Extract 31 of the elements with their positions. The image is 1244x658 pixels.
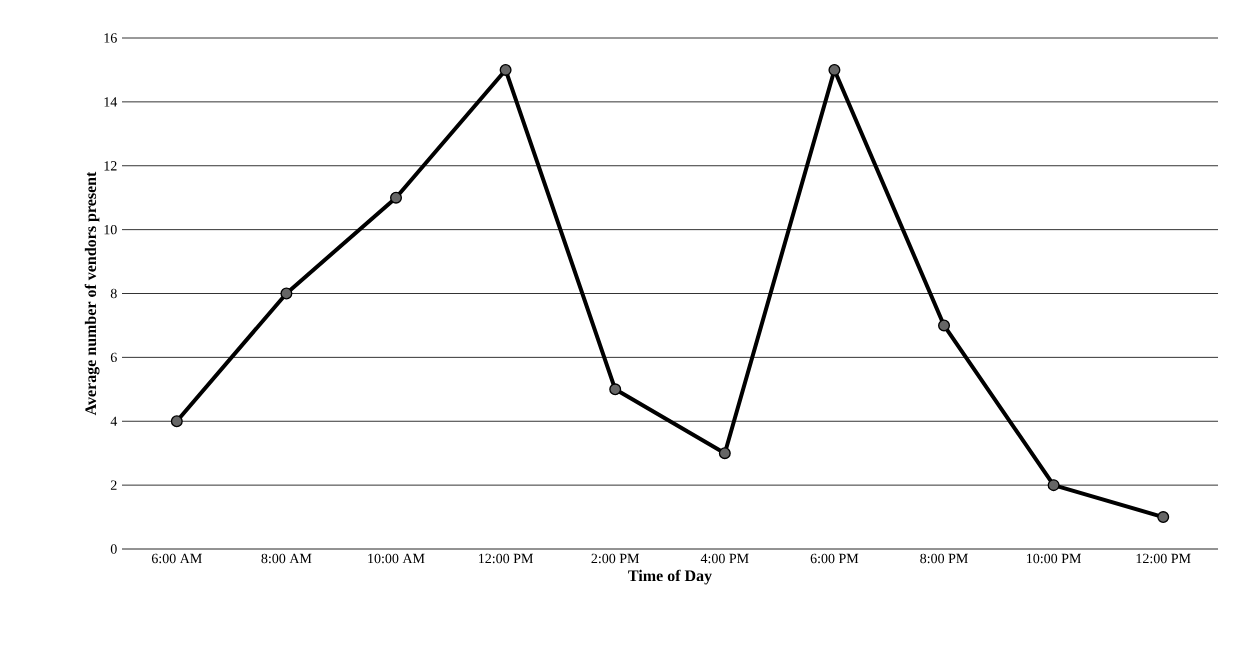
- x-tick-label: 10:00 AM: [368, 553, 425, 564]
- x-tick-label: 10:00 PM: [1027, 553, 1082, 564]
- y-tick-label: 10: [104, 224, 117, 235]
- y-tick-label: 4: [110, 416, 118, 426]
- y-tick-label: 16: [104, 33, 117, 43]
- point: [609, 383, 622, 396]
- x-tick-label: 8:00 AM: [261, 553, 312, 564]
- point: [718, 447, 731, 460]
- y-axis-title: Average number of vendors present: [84, 171, 100, 416]
- point: [828, 63, 841, 76]
- x-tick-label: 12:00 PM: [479, 553, 533, 564]
- point: [390, 191, 403, 204]
- x-tick-label: 12:00 PM: [1136, 553, 1191, 564]
- y-tick-label: 8: [110, 288, 117, 299]
- y-tick-label: 12: [104, 161, 117, 171]
- point: [1157, 511, 1170, 524]
- point: [280, 287, 293, 300]
- point: [499, 63, 512, 76]
- x-tick-label: 6:00 AM: [151, 553, 202, 564]
- x-tick-label: 4:00 PM: [700, 553, 749, 564]
- x-axis-title: Time of Day: [628, 569, 712, 585]
- y-tick-label: 6: [110, 352, 117, 363]
- y-tick-label: 0: [110, 544, 117, 554]
- point: [1047, 479, 1060, 492]
- x-tick-label: 6:00 PM: [810, 553, 859, 564]
- point: [170, 415, 183, 428]
- y-tick-label: 2: [110, 480, 117, 490]
- y-tick-label: 14: [104, 97, 118, 107]
- x-tick-label: 2:00 PM: [591, 553, 640, 564]
- x-tick-label: 8:00 PM: [920, 553, 968, 564]
- point: [938, 319, 951, 332]
